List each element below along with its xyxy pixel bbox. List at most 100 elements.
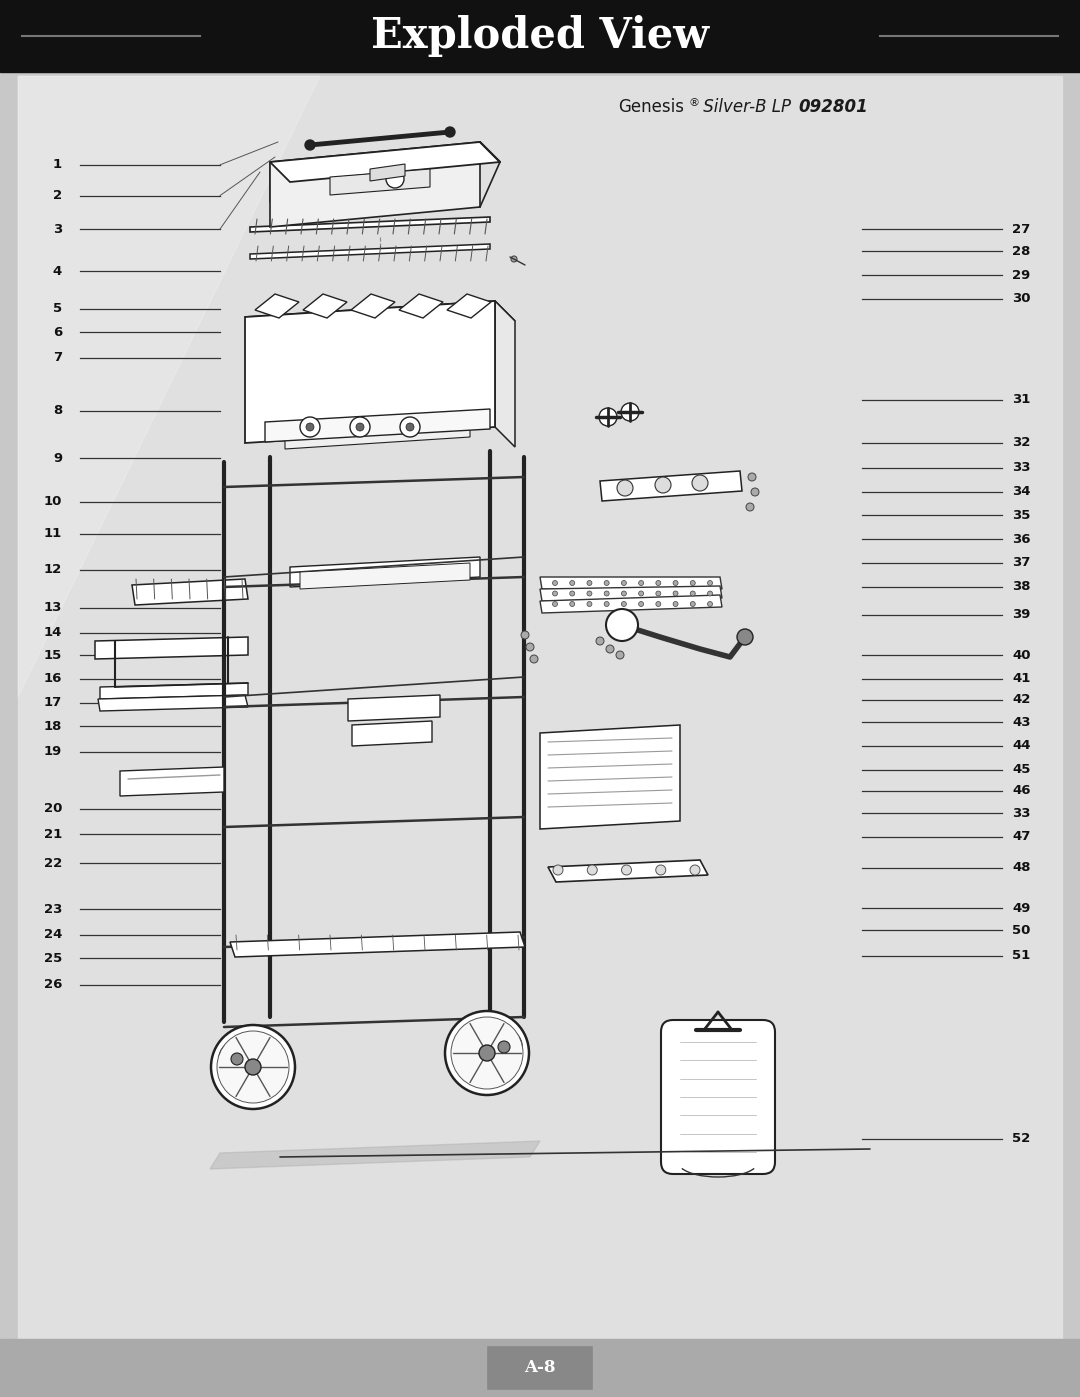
Circle shape [690,581,696,585]
Text: A-8: A-8 [524,1359,556,1376]
Polygon shape [98,694,248,711]
Polygon shape [352,721,432,746]
Text: 23: 23 [43,902,62,916]
Polygon shape [351,293,395,319]
Circle shape [553,865,563,875]
Text: 8: 8 [53,404,62,418]
Circle shape [406,423,414,432]
Circle shape [604,581,609,585]
Polygon shape [548,861,708,882]
Circle shape [445,127,455,137]
Text: 10: 10 [43,495,62,509]
Text: 7: 7 [53,351,62,365]
Circle shape [638,591,644,597]
Circle shape [300,416,320,437]
Text: 28: 28 [1012,244,1030,258]
Polygon shape [330,169,430,196]
Polygon shape [285,416,470,448]
Polygon shape [210,1141,540,1169]
Circle shape [553,602,557,606]
Circle shape [707,602,713,606]
Text: 31: 31 [1012,393,1030,407]
Circle shape [604,602,609,606]
Text: 3: 3 [53,222,62,236]
Text: 45: 45 [1012,763,1030,777]
Circle shape [617,481,633,496]
Polygon shape [270,142,480,226]
Polygon shape [540,725,680,828]
Polygon shape [132,578,248,605]
Circle shape [553,581,557,585]
Circle shape [521,631,529,638]
Text: Exploded View: Exploded View [372,15,708,57]
Circle shape [306,423,314,432]
Text: 22: 22 [44,856,62,870]
Circle shape [707,591,713,597]
Circle shape [498,1041,510,1053]
Polygon shape [303,293,347,319]
Circle shape [621,581,626,585]
Circle shape [656,602,661,606]
Circle shape [486,1030,522,1065]
Text: 51: 51 [1012,949,1030,963]
Text: 27: 27 [1012,222,1030,236]
Text: 30: 30 [1012,292,1030,306]
Polygon shape [120,767,224,796]
Circle shape [511,256,517,263]
Polygon shape [540,577,723,590]
Circle shape [616,651,624,659]
Text: 34: 34 [1012,485,1030,499]
Text: 1: 1 [53,158,62,172]
Text: 20: 20 [43,802,62,816]
Circle shape [586,581,592,585]
Circle shape [690,602,696,606]
Circle shape [621,402,639,420]
Polygon shape [265,409,490,441]
Circle shape [305,140,315,149]
Text: 33: 33 [1012,461,1030,475]
Text: Silver-B LP: Silver-B LP [698,98,796,116]
Text: 44: 44 [1012,739,1030,753]
Polygon shape [291,557,480,587]
Text: 25: 25 [44,951,62,965]
Circle shape [656,581,661,585]
Circle shape [211,1025,295,1109]
Text: 46: 46 [1012,784,1030,798]
Text: 18: 18 [43,719,62,733]
Circle shape [588,865,597,875]
Text: 32: 32 [1012,436,1030,450]
Polygon shape [255,293,299,319]
Text: 17: 17 [44,696,62,710]
Circle shape [621,602,626,606]
Circle shape [530,655,538,664]
Text: 13: 13 [43,601,62,615]
Text: ®: ® [688,98,699,108]
Circle shape [217,1031,289,1104]
Circle shape [673,591,678,597]
Text: 39: 39 [1012,608,1030,622]
Circle shape [707,581,713,585]
Circle shape [599,408,617,426]
Circle shape [400,416,420,437]
Bar [0,1338,1080,1397]
Circle shape [673,602,678,606]
Text: 24: 24 [43,928,62,942]
Circle shape [350,416,370,437]
Text: 12: 12 [44,563,62,577]
Text: 5: 5 [53,302,62,316]
Text: 11: 11 [44,527,62,541]
Circle shape [621,865,632,875]
Circle shape [606,609,638,641]
Circle shape [621,591,626,597]
Polygon shape [600,471,742,502]
Text: 15: 15 [44,648,62,662]
Text: 26: 26 [43,978,62,992]
Text: 52: 52 [1012,1132,1030,1146]
Polygon shape [370,163,405,182]
Text: 47: 47 [1012,830,1030,844]
Text: 6: 6 [53,326,62,339]
Text: 40: 40 [1012,648,1030,662]
Polygon shape [18,75,320,697]
Circle shape [231,1053,243,1065]
Circle shape [692,475,708,490]
